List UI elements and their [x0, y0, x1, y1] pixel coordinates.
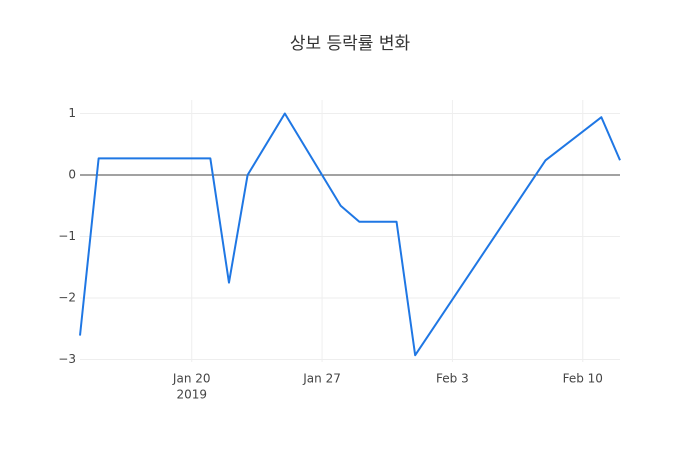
x-tick-label: Jan 20: [172, 372, 211, 386]
y-tick-label: −2: [58, 291, 76, 305]
x-tick-label: Feb 3: [436, 372, 469, 386]
y-tick-label: −1: [58, 229, 76, 243]
x-tick-label: Feb 10: [563, 372, 603, 386]
chart-title: 상보 등락률 변화: [290, 34, 411, 54]
y-tick-label: −3: [58, 352, 76, 366]
line: [79, 112, 621, 357]
x-tick-label: Jan 27: [302, 372, 341, 386]
y-tick-label: 0: [68, 168, 76, 182]
y-tick-label: 1: [68, 106, 76, 120]
x-tick-year: 2019: [176, 388, 207, 402]
